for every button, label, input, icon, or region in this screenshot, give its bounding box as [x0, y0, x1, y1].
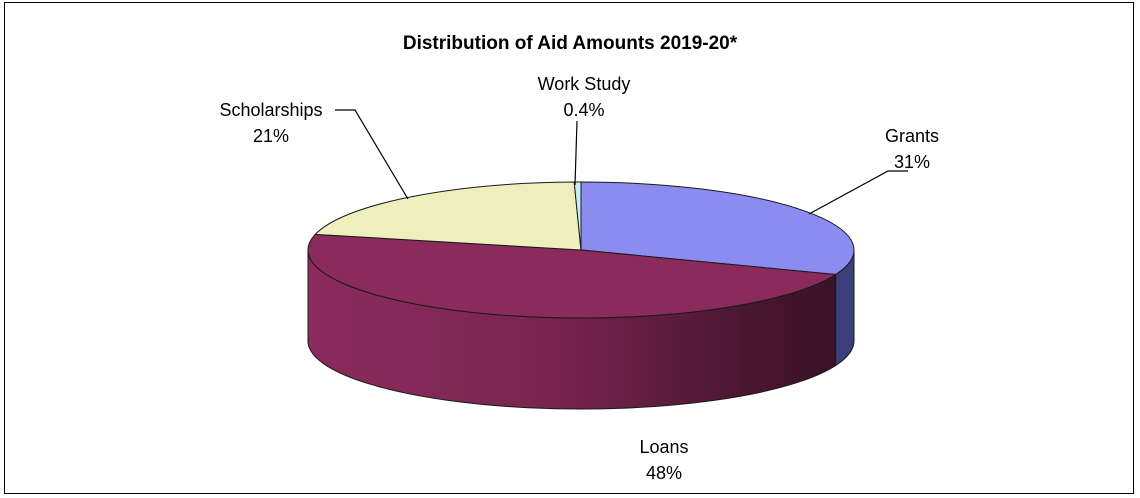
- pie-chart: Distribution of Aid Amounts 2019-20* Gra…: [219, 33, 939, 483]
- slice-label-scholarships-value: 21%: [253, 126, 289, 146]
- chart-title: Distribution of Aid Amounts 2019-20*: [403, 33, 738, 54]
- pie-leaders: [335, 109, 908, 215]
- leader-line-grants: [808, 170, 908, 215]
- pie-sides: [307, 249, 855, 410]
- slice-label-grants-name: Grants: [885, 126, 939, 146]
- chart-frame: Distribution of Aid Amounts 2019-20* Gra…: [4, 2, 1134, 494]
- slice-label-loans-value: 48%: [646, 463, 682, 483]
- pie-slice-scholarships: [314, 181, 582, 251]
- slice-label-scholarships-name: Scholarships: [219, 100, 322, 120]
- leader-line-scholarships: [335, 109, 409, 200]
- slice-label-loans-name: Loans: [639, 437, 688, 457]
- pie-slice-work-study: [573, 181, 582, 251]
- leader-line-work-study: [574, 120, 578, 186]
- slice-label-work-study-name: Work Study: [538, 74, 631, 94]
- pie-tops: [307, 181, 855, 319]
- slice-label-work-study-value: 0.4%: [563, 100, 604, 120]
- slice-label-grants-value: 31%: [894, 152, 930, 172]
- pie-slice-loans: [307, 233, 838, 319]
- pie-slice-grants: [580, 181, 855, 276]
